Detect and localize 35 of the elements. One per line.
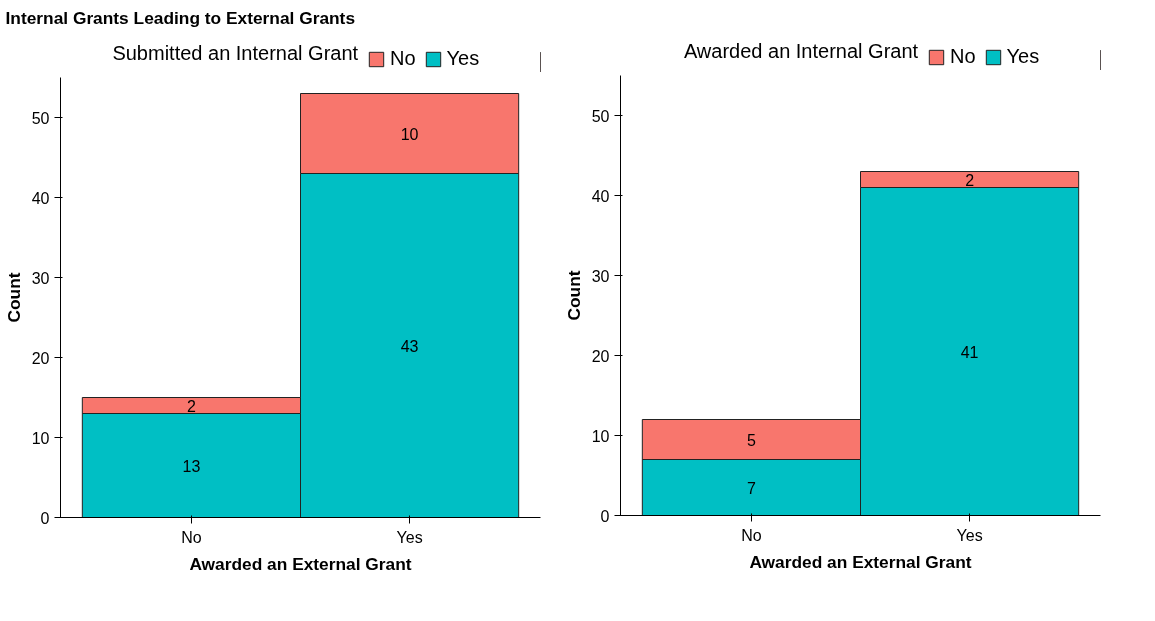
y-tick-label: 30	[31, 269, 50, 287]
legend-title: Submitted an Internal Grant	[112, 41, 359, 64]
y-axis-title: Count	[563, 270, 584, 321]
y-tick-label: 10	[31, 429, 50, 447]
x-tick-label: No	[181, 528, 202, 546]
legend-label: Yes	[1006, 45, 1040, 68]
x-axis-title: Awarded an External Grant	[749, 551, 972, 572]
y-tick-label: 50	[31, 109, 50, 127]
x-tick-label: Yes	[396, 528, 423, 546]
y-tick-label: 40	[31, 189, 50, 207]
legend-label: No	[390, 47, 416, 70]
x-tick-label: No	[741, 526, 762, 544]
data-label: 7	[746, 479, 756, 497]
y-tick-label: 30	[591, 267, 610, 285]
legend-label: Yes	[446, 47, 480, 70]
data-label: 2	[965, 171, 975, 189]
legend-title: Awarded an Internal Grant	[683, 39, 919, 62]
y-tick-label: 20	[31, 349, 50, 367]
y-tick-label: 0	[600, 507, 610, 525]
data-label: 13	[182, 457, 201, 475]
data-label: 5	[746, 431, 756, 449]
data-label: 41	[960, 343, 979, 361]
y-tick-label: 10	[591, 427, 610, 445]
x-tick-label: Yes	[956, 526, 983, 544]
x-axis-title: Awarded an External Grant	[189, 553, 412, 574]
y-tick-label: 0	[40, 509, 50, 527]
data-label: 43	[400, 337, 419, 355]
legend-label: No	[950, 45, 976, 68]
data-label: 2	[186, 397, 196, 415]
data-label: 10	[400, 125, 419, 143]
y-tick-label: 20	[591, 347, 610, 365]
y-tick-label: 40	[591, 187, 610, 205]
y-tick-label: 50	[591, 107, 610, 125]
chart-title: Internal Grants Leading to External Grants	[5, 7, 356, 28]
y-axis-title: Count	[3, 272, 24, 323]
